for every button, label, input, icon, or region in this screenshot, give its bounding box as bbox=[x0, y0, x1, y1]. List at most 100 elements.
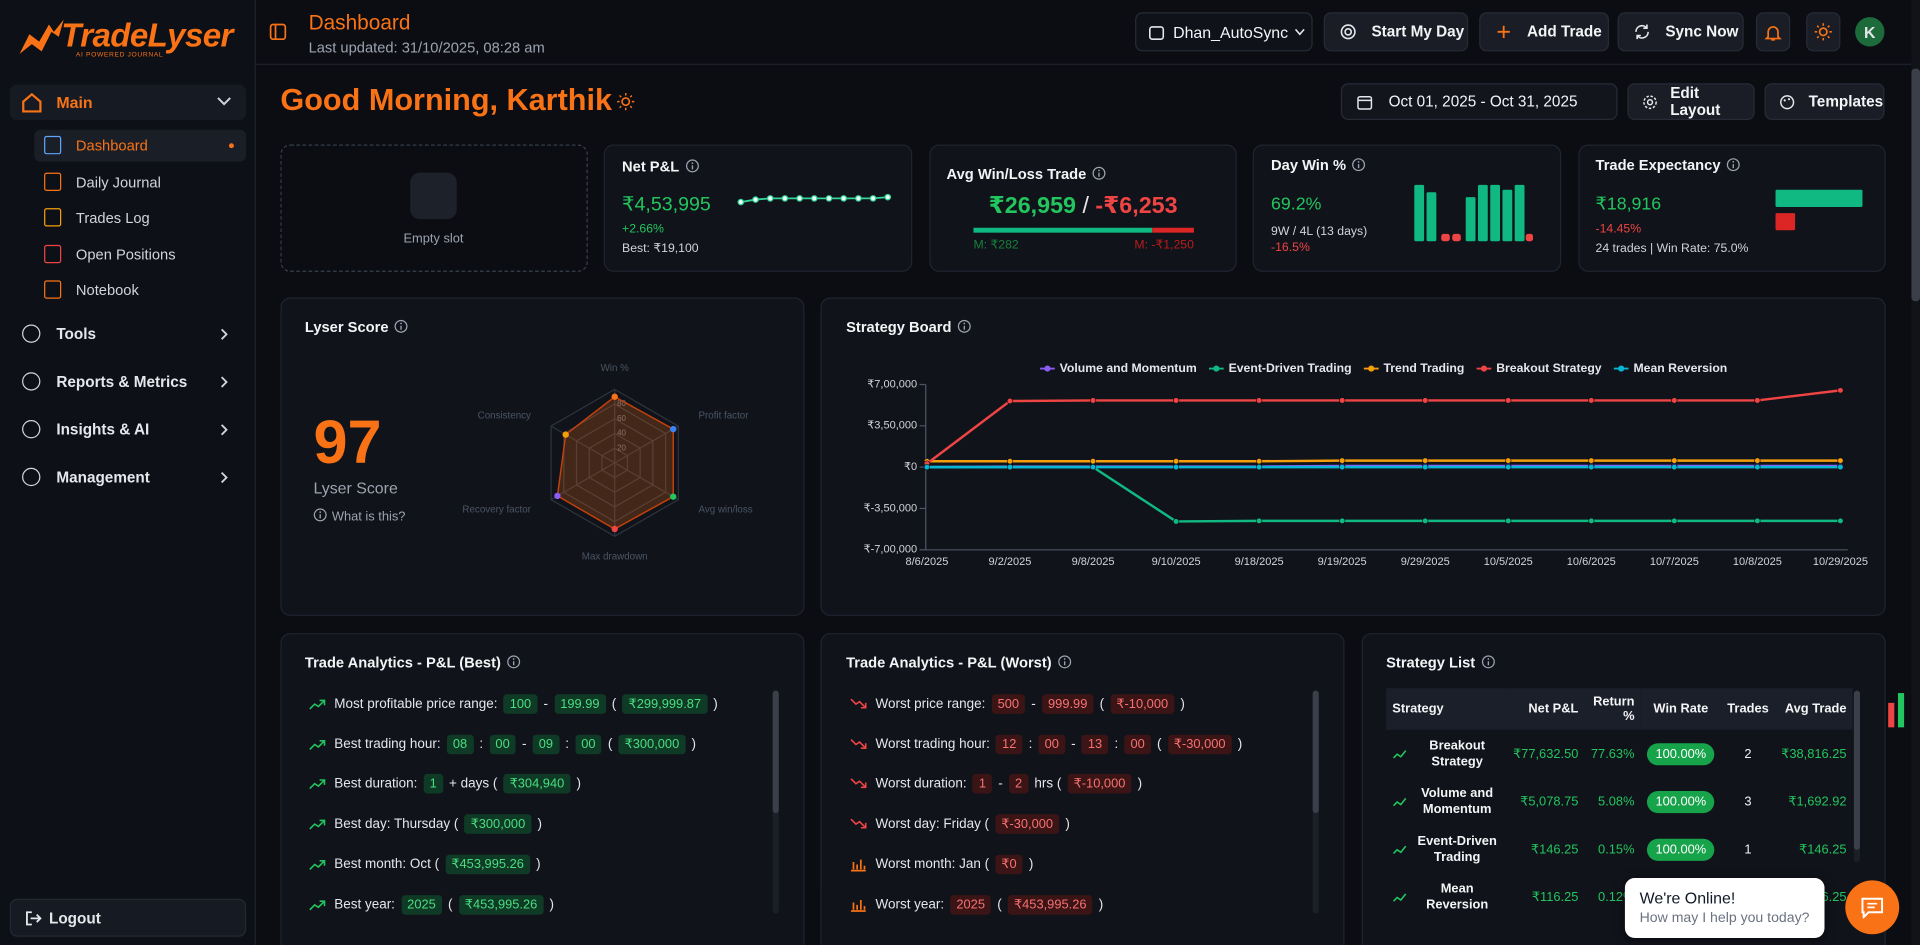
nav-item-label: Notebook bbox=[75, 281, 139, 299]
nav-item-label: Daily Journal bbox=[75, 173, 161, 191]
header-button[interactable]: Add Trade bbox=[1479, 12, 1609, 52]
info-glyph bbox=[1726, 158, 1740, 172]
nav-item[interactable]: Daily Journal bbox=[34, 166, 246, 198]
net-pnl-best: Best: ₹19,100 bbox=[622, 242, 699, 256]
avatar[interactable]: K bbox=[1855, 17, 1885, 47]
table-cell: 100.00% bbox=[1641, 778, 1721, 826]
nav-item[interactable]: Open Positions bbox=[34, 238, 246, 270]
info-icon[interactable] bbox=[1092, 166, 1106, 180]
row-text: - bbox=[998, 776, 1003, 792]
nav-section[interactable]: Insights & AI bbox=[10, 413, 246, 447]
panel-title-text: Trade Analytics - P&L (Worst) bbox=[846, 653, 1052, 672]
trend-icon bbox=[1392, 797, 1407, 806]
nav-item-icon bbox=[44, 135, 62, 155]
scrollbar[interactable] bbox=[772, 690, 779, 914]
nav-item[interactable]: Trades Log bbox=[34, 202, 246, 234]
nav-item[interactable]: Dashboard bbox=[34, 129, 247, 162]
analytics-row: Worst month: Jan (₹0) bbox=[850, 852, 1034, 876]
row-text: ( bbox=[448, 896, 453, 912]
strategy-name: Event-Driven Trading bbox=[1417, 833, 1497, 864]
info-icon[interactable] bbox=[1481, 655, 1495, 669]
logout-icon bbox=[26, 911, 42, 926]
side-widget[interactable] bbox=[1886, 688, 1910, 735]
header-button[interactable]: Sync Now bbox=[1617, 12, 1744, 52]
value-chip: 1 bbox=[972, 774, 993, 794]
strategy-name-cell: Mean Reversion bbox=[1392, 881, 1500, 913]
info-icon[interactable] bbox=[957, 319, 971, 333]
account-select[interactable]: Dhan_AutoSync bbox=[1135, 12, 1313, 52]
row-text: Worst duration: bbox=[875, 776, 967, 792]
table-cell: Breakout Strategy bbox=[1386, 730, 1506, 778]
info-icon[interactable] bbox=[1352, 158, 1366, 172]
templates-button[interactable]: Templates bbox=[1764, 83, 1885, 121]
card-title-text: Day Win % bbox=[1271, 156, 1347, 174]
info-icon[interactable] bbox=[685, 159, 699, 173]
chat-title: We're Online! bbox=[1639, 888, 1736, 908]
info-icon[interactable] bbox=[313, 508, 327, 522]
notifications-button[interactable] bbox=[1755, 12, 1791, 52]
header-button[interactable]: Start My Day bbox=[1323, 12, 1469, 52]
strategy-name-cell: Volume and Momentum bbox=[1392, 786, 1500, 818]
table-cell: 0.15% bbox=[1598, 841, 1635, 857]
active-dot bbox=[228, 143, 234, 149]
analytics-row: Worst duration: 1-2 hrs (₹-10,000) bbox=[850, 772, 1142, 796]
avg-win: ₹26,959 bbox=[988, 193, 1076, 220]
header bbox=[255, 0, 1920, 65]
trend-icon bbox=[851, 899, 866, 912]
row-text: Worst price range: bbox=[875, 696, 986, 712]
value-chip: 09 bbox=[532, 734, 560, 754]
trend-icon bbox=[851, 859, 866, 872]
nav-item[interactable]: Notebook bbox=[34, 274, 246, 306]
chat-popup[interactable]: We're Online! How may I help you today? bbox=[1624, 877, 1825, 938]
value-chip: 2025 bbox=[401, 894, 442, 915]
row-text: + days ( bbox=[449, 776, 498, 792]
brand-tagline: AI POWERED JOURNAL bbox=[75, 51, 164, 59]
date-range-picker[interactable]: Oct 01, 2025 - Oct 31, 2025 bbox=[1340, 83, 1618, 121]
edit-layout-button[interactable]: Edit Layout bbox=[1627, 83, 1755, 121]
scrollbar[interactable] bbox=[1312, 690, 1319, 914]
nav-main[interactable]: Main bbox=[9, 84, 247, 121]
nav-section[interactable]: Management bbox=[10, 460, 246, 494]
info-glyph bbox=[685, 159, 699, 173]
nav-section-icon bbox=[22, 420, 41, 439]
logout-button[interactable]: Logout bbox=[9, 898, 247, 937]
value-chip: ₹300,000 bbox=[464, 814, 532, 834]
table-cell: ₹38,816.25 bbox=[1781, 746, 1847, 762]
info-glyph bbox=[507, 655, 521, 669]
nav-section[interactable]: Reports & Metrics bbox=[10, 365, 246, 399]
trend-icon bbox=[309, 819, 326, 830]
nav-item-icon bbox=[44, 280, 62, 299]
scrollbar[interactable] bbox=[1853, 690, 1861, 863]
row-text: ) bbox=[1028, 856, 1034, 872]
value-chip: 00 bbox=[1038, 734, 1066, 754]
value-chip: ₹-10,000 bbox=[1110, 694, 1175, 714]
table-cell: ₹5,078.75 bbox=[1520, 794, 1579, 809]
info-glyph bbox=[1481, 655, 1495, 669]
info-icon[interactable] bbox=[1057, 655, 1071, 669]
theme-button[interactable] bbox=[1806, 12, 1841, 52]
palette-icon bbox=[1780, 94, 1795, 109]
info-glyph bbox=[394, 319, 408, 333]
card-title: Day Win % bbox=[1271, 157, 1366, 174]
chat-button[interactable] bbox=[1845, 880, 1900, 935]
lyser-help[interactable]: What is this? bbox=[313, 508, 405, 524]
button-icon bbox=[1340, 24, 1356, 40]
table-cell: 5.08% bbox=[1598, 794, 1635, 809]
empty-slot[interactable]: Empty slot bbox=[280, 144, 588, 272]
row-text: Best duration: bbox=[334, 776, 418, 792]
info-icon[interactable] bbox=[507, 655, 521, 669]
panel-title-text: Strategy Board bbox=[846, 318, 952, 336]
row-text: - bbox=[1071, 736, 1076, 752]
day-win-card: Day Win % 69.2% 9W / 4L (13 days) -16.5% bbox=[1252, 144, 1562, 272]
row-text: Worst day: Friday ( bbox=[875, 816, 990, 832]
nav-section[interactable]: Tools bbox=[10, 317, 246, 351]
chevron bbox=[220, 376, 228, 388]
info-icon[interactable] bbox=[1726, 158, 1740, 172]
info-glyph bbox=[1057, 655, 1071, 669]
trend-icon bbox=[309, 859, 326, 870]
page-scrollbar[interactable] bbox=[1911, 0, 1920, 945]
sidebar-toggle[interactable] bbox=[269, 23, 287, 41]
analytics-row: Best trading hour: 08:00-09:00(₹300,000) bbox=[309, 732, 696, 756]
info-icon[interactable] bbox=[394, 319, 408, 333]
